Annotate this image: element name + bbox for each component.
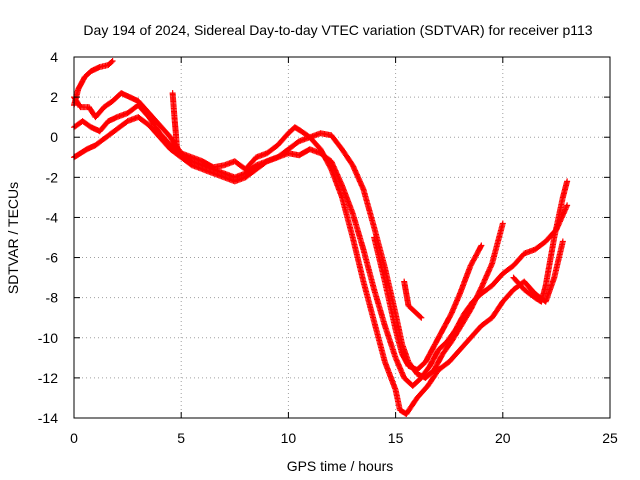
data-series-8 — [510, 178, 571, 305]
data-series-5 — [169, 90, 180, 151]
data-point-markers — [169, 90, 180, 151]
y-tick-label: 4 — [50, 49, 58, 65]
x-tick-label: 20 — [495, 430, 511, 446]
y-tick-label: 0 — [50, 129, 58, 145]
x-tick-label: 5 — [177, 430, 185, 446]
x-tick-label: 25 — [602, 430, 618, 446]
y-tick-label: 2 — [50, 89, 58, 105]
y-tick-label: -4 — [46, 209, 59, 225]
data-point-markers — [510, 178, 571, 305]
axis-ticks: 0 5 10 15 20 25 -14 -12 -10 -8 -6 -4 -2 0 2 4 — [38, 49, 618, 446]
y-tick-label: -6 — [46, 250, 59, 266]
data-series-7 — [401, 278, 425, 321]
y-tick-label: -8 — [46, 290, 59, 306]
x-axis-label: GPS time / hours — [287, 458, 394, 474]
y-tick-label: -12 — [38, 370, 58, 386]
x-tick-label: 0 — [70, 430, 78, 446]
y-axis-label: SDTVAR / TECUs — [5, 182, 21, 294]
y-tick-label: -10 — [38, 330, 58, 346]
data-point-markers — [371, 234, 485, 373]
y-tick-label: -2 — [46, 169, 59, 185]
y-tick-label: -14 — [38, 410, 58, 426]
data-series-6 — [371, 234, 485, 373]
chart-title: Day 194 of 2024, Sidereal Day-to-day VTE… — [83, 22, 592, 38]
data-point-markers — [401, 278, 425, 321]
x-tick-label: 10 — [281, 430, 297, 446]
x-tick-label: 15 — [388, 430, 404, 446]
grid-lines — [74, 57, 610, 418]
plot-frame — [73, 56, 611, 419]
